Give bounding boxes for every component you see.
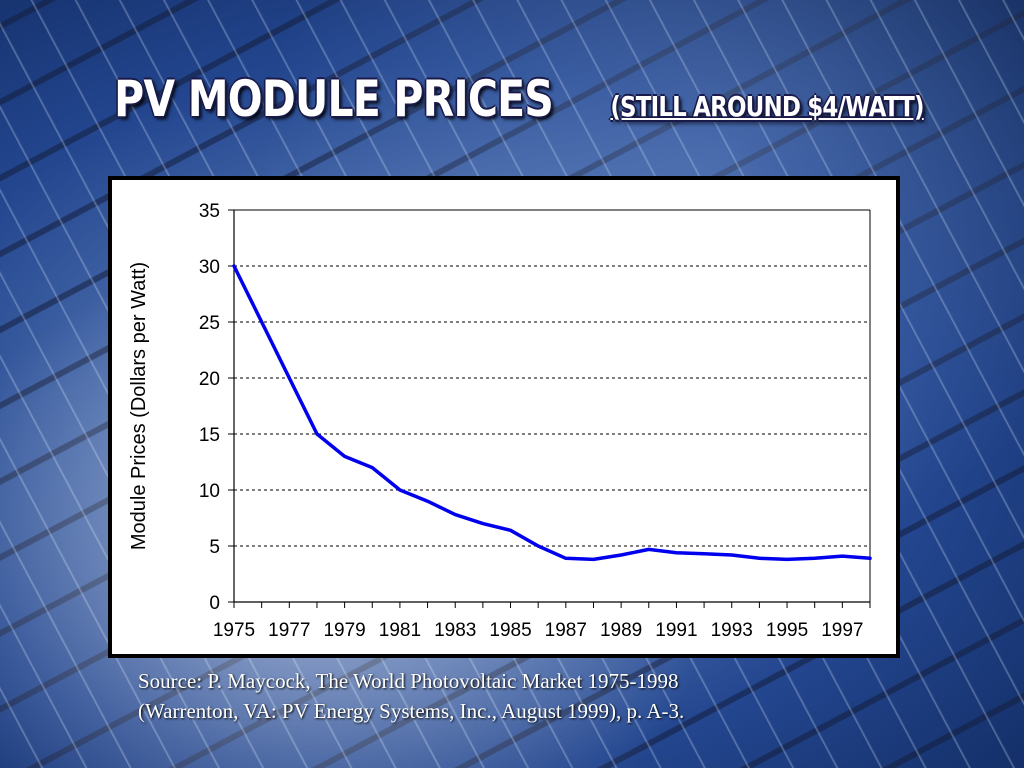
series-layer (232, 264, 872, 562)
series-line-0 (232, 264, 872, 562)
y-tick-label-25: 25 (199, 313, 220, 334)
y-tick-labels: 0 5 10 15 20 25 30 35 (199, 201, 220, 614)
y-tick-label-0: 0 (209, 593, 220, 614)
gridlines (234, 209, 870, 547)
y-tick-label-35: 35 (199, 201, 220, 222)
slide-title-block: PV MODULE PRICES (STILL AROUND $4/WATT) (0, 70, 1024, 128)
x-tick-label-1975: 1975 (213, 620, 255, 641)
x-tick-label-1997: 1997 (821, 620, 863, 641)
y-tick-label-15: 15 (199, 425, 220, 446)
source-line-1: Source: P. Maycock, The World Photovolta… (138, 669, 679, 693)
x-tick-label-1995: 1995 (766, 620, 808, 641)
x-tick-label-1981: 1981 (379, 620, 421, 641)
y-tick-label-10: 10 (199, 481, 220, 502)
x-tick-label-1985: 1985 (489, 620, 531, 641)
x-tick-label-1987: 1987 (545, 620, 587, 641)
chart-frame: 0 5 10 15 20 25 30 35 1975 1977 1979 1981 1983 1985 1… (108, 176, 900, 658)
x-tick-labels: 1975 1977 1979 1981 1983 1985 1987 1989 1991 1993… (213, 620, 864, 641)
x-tick-label-1989: 1989 (600, 620, 642, 641)
y-tick-label-5: 5 (209, 537, 220, 558)
y-axis-title: Module Prices (Dollars per Watt) (128, 262, 150, 550)
slide-subtitle: (STILL AROUND $4/WATT) (610, 90, 924, 123)
y-tick-label-20: 20 (199, 369, 220, 390)
x-tick-label-1977: 1977 (268, 620, 310, 641)
x-tick-label-1979: 1979 (323, 620, 365, 641)
y-tick-label-30: 30 (199, 257, 220, 278)
slide-title: PV MODULE PRICES (114, 70, 554, 128)
x-tick-label-1983: 1983 (434, 620, 476, 641)
source-citation: Source: P. Maycock, The World Photovolta… (138, 666, 898, 726)
source-line-2: (Warrenton, VA: PV Energy Systems, Inc.,… (138, 699, 685, 723)
x-tick-label-1993: 1993 (711, 620, 753, 641)
axes (228, 209, 871, 608)
x-tick-label-1991: 1991 (655, 620, 697, 641)
